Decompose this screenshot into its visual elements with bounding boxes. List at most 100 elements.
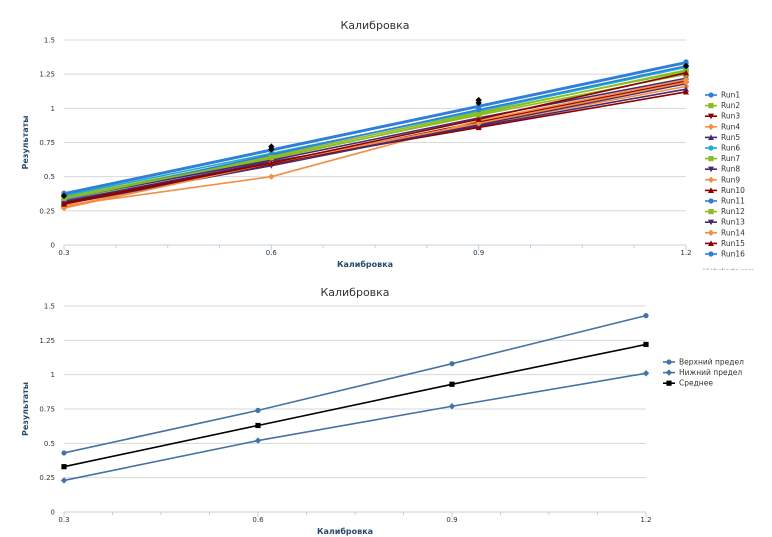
series-line — [63, 343, 647, 468]
series-line — [63, 70, 687, 198]
legend-item: Run9 — [705, 175, 740, 184]
series-line — [63, 61, 687, 194]
legend-marker — [708, 166, 714, 173]
data-point — [643, 341, 649, 348]
data-point — [643, 313, 649, 319]
x-tick-label: 0.9 — [473, 249, 484, 257]
legend-item: Run14 — [705, 228, 745, 237]
data-point — [60, 192, 68, 199]
legend-item: Run12 — [705, 207, 745, 216]
legend-label: Run12 — [721, 207, 745, 216]
series-line — [63, 314, 647, 454]
legend-label: Run1 — [721, 91, 740, 100]
y-tick-label: 0.75 — [39, 139, 55, 147]
series-верхний-предел — [61, 313, 649, 456]
legend-item: Run15 — [705, 239, 745, 248]
series-line — [63, 78, 687, 207]
data-point — [683, 69, 689, 76]
legend-item: Нижний предел — [663, 368, 742, 377]
data-point — [268, 173, 275, 180]
x-tick-label: 0.9 — [446, 516, 457, 524]
legend-label: Run10 — [721, 186, 745, 195]
legend-label: Run2 — [721, 101, 740, 110]
data-point — [449, 381, 455, 387]
series-среднее — [61, 341, 649, 470]
legend-item: Run13 — [705, 218, 745, 227]
series-line — [63, 85, 687, 208]
legend-marker — [666, 359, 672, 365]
legend-marker — [708, 103, 714, 109]
y-tick-label: 1.25 — [39, 337, 55, 345]
legend-item: Run6 — [705, 144, 740, 153]
legend-label: Run11 — [721, 197, 745, 206]
legend-marker — [708, 251, 714, 257]
legend-marker — [708, 219, 714, 226]
x-tick-label: 0.6 — [252, 516, 264, 524]
legend-label: Run6 — [721, 144, 740, 153]
legend-item: Верхний предел — [663, 358, 744, 367]
legend-label: Run3 — [721, 112, 740, 121]
legend-marker — [707, 229, 715, 236]
legend-item: Run2 — [705, 101, 740, 110]
data-point — [448, 403, 456, 410]
series-line — [63, 77, 687, 200]
series-line — [63, 73, 687, 200]
legend-label: Run7 — [721, 154, 740, 163]
legend-marker — [665, 369, 673, 376]
legend-marker — [666, 380, 672, 386]
y-tick-label: 0.5 — [44, 440, 55, 448]
legend-marker — [708, 113, 714, 120]
legend-item: Run1 — [705, 91, 740, 100]
x-tick-label: 0.3 — [58, 516, 69, 524]
x-axis-label: Калибровка — [317, 526, 373, 536]
data-point — [476, 112, 482, 118]
series-line — [63, 372, 647, 482]
legend-item: Run10 — [705, 186, 745, 195]
series-line — [63, 62, 687, 196]
series-нижний-предел — [60, 370, 650, 484]
data-point — [254, 437, 262, 444]
legend-label: Run4 — [721, 122, 740, 131]
data-point — [61, 464, 67, 470]
legend-label: Run15 — [721, 239, 745, 248]
legend-item: Run4 — [705, 122, 740, 131]
legend-marker — [708, 145, 714, 151]
y-tick-label: 1 — [51, 371, 55, 379]
data-point — [683, 88, 689, 95]
data-point — [255, 407, 261, 413]
data-point — [682, 62, 690, 70]
legend-label: Run13 — [721, 218, 745, 227]
data-point — [268, 160, 275, 166]
legend-label: Run9 — [721, 175, 740, 184]
x-tick-label: 0.3 — [58, 249, 69, 257]
legend-marker — [708, 92, 714, 98]
legend-marker — [707, 123, 715, 130]
chart-title: Калибровка — [320, 286, 389, 299]
x-tick-label: 1.2 — [640, 516, 651, 524]
y-axis-label: Результаты — [21, 382, 30, 436]
legend-label: Run16 — [721, 250, 745, 259]
data-point — [475, 99, 482, 107]
legend-label: Среднее — [679, 379, 713, 388]
data-point — [60, 477, 68, 484]
y-tick-label: 0 — [51, 242, 55, 250]
y-axis-label: Результаты — [21, 116, 30, 170]
legend-item: Run11 — [705, 197, 745, 206]
data-point — [683, 59, 689, 65]
x-tick-label: 0.6 — [266, 249, 278, 257]
legend-item: Run8 — [705, 165, 740, 174]
legend-label: Run5 — [721, 133, 740, 142]
chart-title: Калибровка — [340, 19, 409, 32]
y-tick-label: 0.25 — [39, 207, 55, 215]
data-point — [476, 107, 482, 113]
calibration-chart-runs: Калибровка 0 0.25 0.5 0.75 1 1.25 1.5 0.3 0.6 0.9 1… — [21, 19, 754, 270]
calibration-chart-limits: Калибровка 0 0.25 0.5 0.75 1 1.25 1.5 0.3 0.6 0.9 1… — [21, 286, 744, 536]
y-tick-label: 1.5 — [44, 37, 55, 45]
data-point — [449, 361, 455, 367]
legend-item: Run7 — [705, 154, 740, 163]
legend-marker — [708, 187, 714, 193]
legend-marker — [708, 209, 714, 215]
legend-marker — [708, 156, 714, 162]
y-tick-label: 1 — [51, 105, 55, 113]
data-point — [682, 79, 690, 86]
